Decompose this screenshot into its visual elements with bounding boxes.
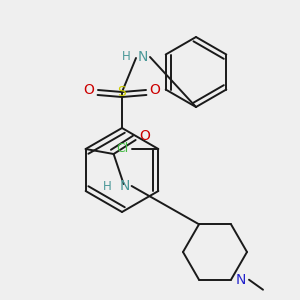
Text: N: N — [119, 179, 130, 193]
Text: H: H — [103, 179, 112, 193]
Text: N: N — [138, 50, 148, 64]
Text: N: N — [236, 273, 246, 287]
Text: H: H — [122, 50, 130, 64]
Text: O: O — [139, 129, 150, 143]
Text: S: S — [118, 85, 126, 99]
Text: Cl: Cl — [116, 142, 128, 155]
Text: O: O — [150, 83, 160, 97]
Text: O: O — [84, 83, 94, 97]
